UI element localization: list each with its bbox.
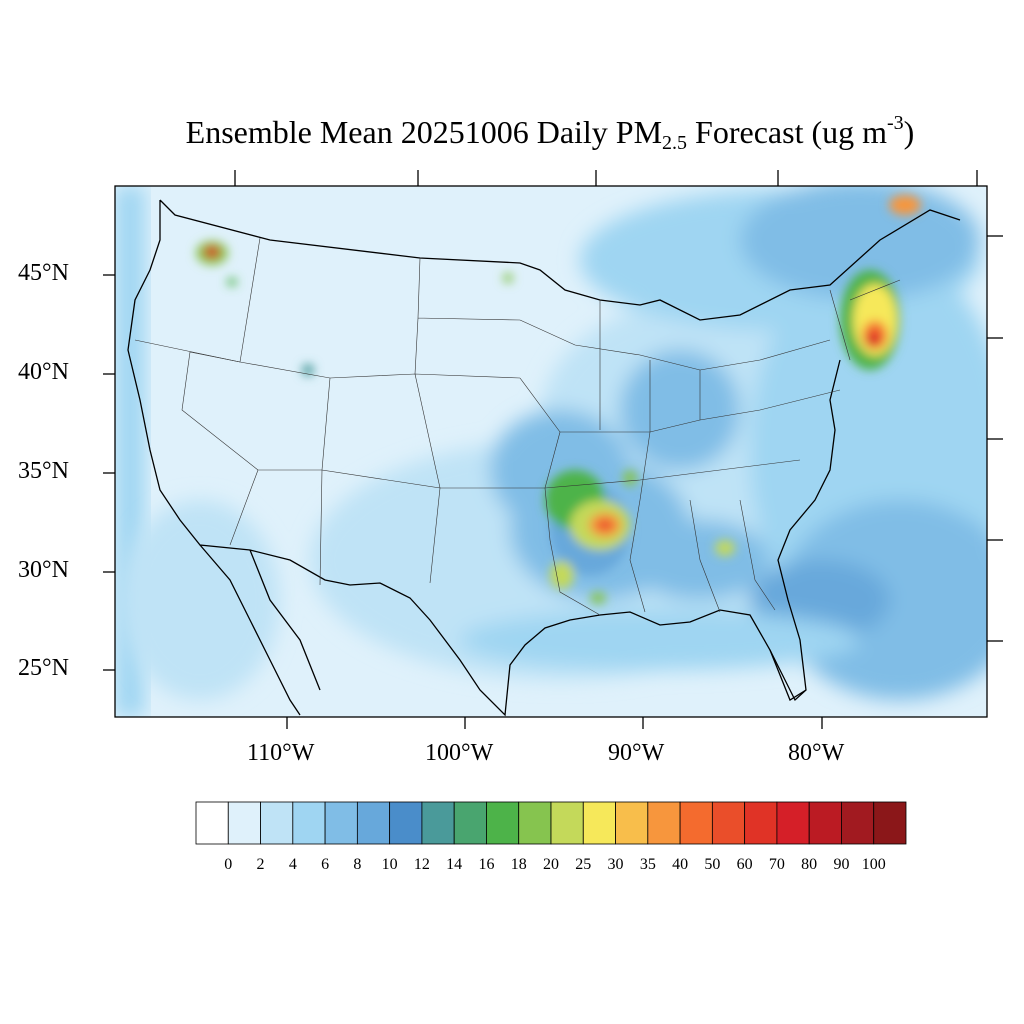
colorbar-swatch — [292, 801, 326, 845]
colorbar-tick-label: 70 — [768, 856, 785, 873]
lat-label-25: 25°N — [18, 655, 69, 681]
colorbar-swatch — [421, 801, 455, 845]
title-superscript: -3 — [887, 112, 904, 134]
lat-label-30: 30°N — [18, 557, 69, 583]
lat-label-35: 35°N — [18, 458, 69, 484]
colorbar-tick-label: 2 — [256, 856, 265, 873]
coastlines — [127, 199, 961, 717]
title-suffix: ) — [903, 114, 915, 150]
colorbar-tick-label: 50 — [704, 856, 721, 873]
title-middle: Forecast (ug m — [687, 114, 887, 150]
baja-coast — [199, 544, 321, 716]
colorbar-tick-label: 10 — [381, 856, 398, 873]
colorbar-swatch — [776, 801, 810, 845]
map-title: Ensemble Mean 20251006 Daily PM2.5 Forec… — [0, 112, 1024, 155]
moderate-background — [120, 186, 987, 700]
colorbar-tick-label: 40 — [672, 856, 689, 873]
colorbar-tick-label: 0 — [224, 856, 233, 873]
lat-label-45: 45°N — [18, 260, 69, 286]
lon-label-80w: 80°W — [788, 740, 845, 766]
title-subscript: 2.5 — [662, 132, 688, 154]
colorbar-swatch — [486, 801, 520, 845]
axis-ticks — [103, 170, 1003, 729]
colorbar-swatch — [744, 801, 778, 845]
colorbar-swatch — [615, 801, 649, 845]
colorbar-swatch — [453, 801, 487, 845]
florida — [769, 649, 807, 701]
colorbar-tick-label: 60 — [736, 856, 753, 873]
colorbar-swatch — [808, 801, 842, 845]
us-boundary-outline — [127, 199, 961, 717]
lat-label-40: 40°N — [18, 359, 69, 385]
colorbar-swatch — [389, 801, 423, 845]
title-prefix: Ensemble Mean 20251006 Daily PM — [185, 114, 663, 150]
colorbar-swatch — [679, 801, 713, 845]
colorbar-tick-label: 4 — [288, 856, 297, 873]
colorbar-tick-label: 8 — [353, 856, 362, 873]
lon-label-90w: 90°W — [608, 740, 665, 766]
colorbar — [195, 801, 907, 845]
colorbar-tick-label: 6 — [321, 856, 330, 873]
colorbar-swatch — [227, 801, 261, 845]
colorbar-swatch — [324, 801, 358, 845]
colorbar-swatch — [841, 801, 875, 845]
colorbar-tick-label: 30 — [607, 856, 624, 873]
colorbar-tick-label: 12 — [413, 856, 430, 873]
colorbar-tick-label: 100 — [861, 856, 886, 873]
colorbar-swatch — [518, 801, 552, 845]
colorbar-swatch — [195, 801, 229, 845]
colorbar-swatch — [356, 801, 391, 845]
concentration-field — [115, 186, 987, 717]
lon-label-110w: 110°W — [247, 740, 315, 766]
colorbar-swatch — [550, 801, 584, 845]
colorbar-swatch — [582, 801, 616, 845]
colorbar-tick-label: 25 — [575, 856, 592, 873]
colorbar-tick-label: 14 — [446, 856, 463, 873]
colorbar-swatch — [647, 801, 681, 845]
colorbar-tick-label: 90 — [833, 856, 850, 873]
colorbar-tick-label: 35 — [639, 856, 656, 873]
colorbar-swatch — [873, 801, 907, 845]
state-borders — [134, 237, 901, 616]
colorbar-tick-label: 18 — [510, 856, 527, 873]
colorbar-tick-label: 20 — [543, 856, 559, 873]
colorbar-swatch — [260, 801, 294, 845]
map-frame — [114, 185, 988, 718]
colorbar-swatch — [711, 801, 746, 845]
colorbar-tick-label: 80 — [801, 856, 818, 873]
lon-label-100w: 100°W — [425, 740, 494, 766]
colorbar-tick-label: 16 — [478, 856, 495, 873]
hotspots — [196, 195, 921, 604]
